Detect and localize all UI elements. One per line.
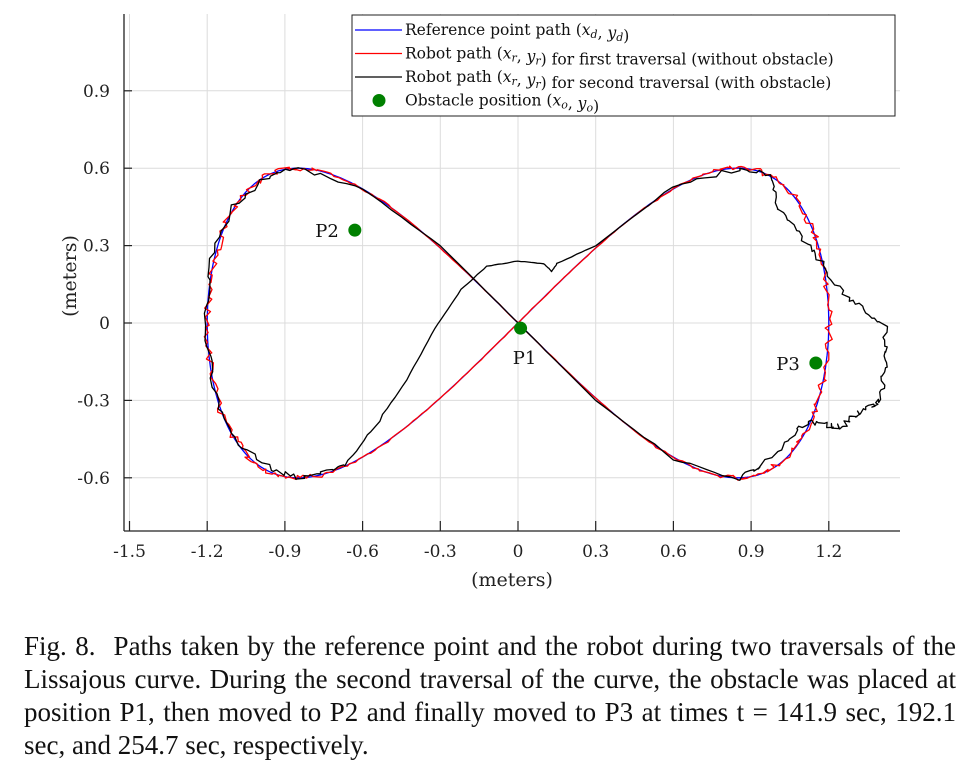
obstacle-marker-p3 [809,356,823,370]
y-tick-label: 0.6 [83,159,110,179]
legend-item-label: Robot path (xr, yr) for first traversal … [405,45,834,69]
legend: Reference point path (xd, yd)Robot path … [351,14,896,117]
legend-item-label: Robot path (xr, yr) for second traversal… [405,68,831,92]
x-tick-label: -0.6 [346,542,379,562]
x-tick-label: 0.9 [738,542,765,562]
series-line-second-traversal [203,167,889,481]
x-tick-label: -1.2 [191,542,224,562]
y-tick-label: -0.6 [77,469,110,489]
y-tick-label: 0.3 [83,237,110,257]
axes [123,14,900,532]
obstacle-label-p2: P2 [315,221,339,242]
plot-area: P1 P2 P3 [203,165,889,481]
figure-caption: Fig. 8. Paths taken by the reference poin… [24,630,956,762]
legend-box [351,14,896,117]
x-tick-label: -1.5 [113,542,146,562]
ticks: -1.5 -1.2 -0.9 -0.6 -0.3 0 0.3 0.6 0.9 1.2 -0.6 -0.… [77,82,842,562]
lissajous-path-chart: P1 P2 P3 -1.5 -1.2 -0.9 -0.6 -0.3 0 0.3 0.6 0.9 1.2… [59,14,900,591]
x-tick-label: 1.2 [815,542,842,562]
obstacle-label-p3: P3 [776,354,800,375]
figure-number: Fig. 8. [24,631,96,661]
x-tick-label: 0 [513,542,524,562]
x-tick-label: -0.3 [424,542,457,562]
legend-item-label: Reference point path (xd, yd) [405,21,629,45]
y-tick-label: 0.9 [83,82,110,102]
x-tick-label: 0.3 [582,542,609,562]
x-tick-label: 0.6 [660,542,687,562]
x-axis-title: (meters) [471,569,553,591]
y-tick-label: 0 [99,314,110,334]
caption-text: Paths taken by the reference point and t… [24,631,956,760]
x-tick-label: -0.9 [269,542,302,562]
obstacle-label-p1: P1 [513,348,537,369]
obstacle-marker-p1 [514,321,528,335]
legend-item-label: Obstacle position (xo, yo) [405,92,599,116]
legend-swatch-marker [372,94,386,107]
obstacle-marker-p2 [348,223,362,237]
y-axis-title: (meters) [59,235,81,317]
y-tick-label: -0.3 [77,391,110,411]
